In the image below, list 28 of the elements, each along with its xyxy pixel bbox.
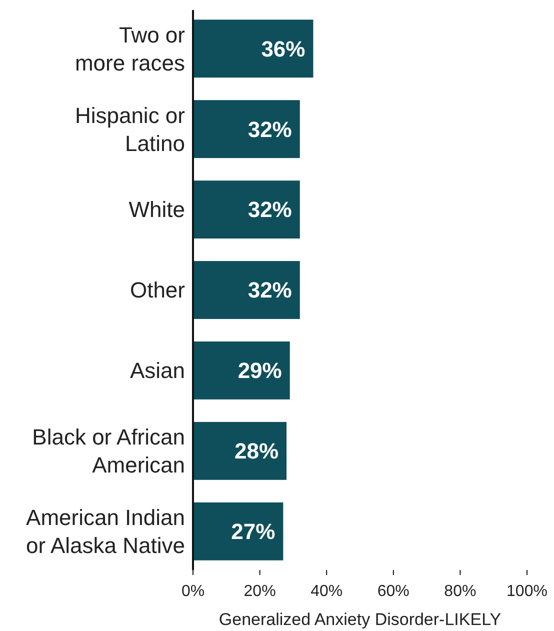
bar xyxy=(193,261,300,319)
x-axis-title: Generalized Anxiety Disorder-LIKELY xyxy=(218,610,502,629)
data-label: 36% xyxy=(261,36,306,62)
x-tick-label: 0% xyxy=(181,583,205,600)
y-tick-label: White xyxy=(128,197,185,222)
data-label: 28% xyxy=(234,438,279,464)
bar xyxy=(193,100,300,158)
y-tick-label: Black or African American xyxy=(32,424,185,478)
data-label: 29% xyxy=(238,358,282,384)
bar xyxy=(193,20,314,78)
bar xyxy=(193,502,284,560)
y-tick-label: Two or more races xyxy=(74,22,185,76)
x-tick-label: 60% xyxy=(377,583,410,600)
y-tick-label: American Indian or Alaska Native xyxy=(26,505,185,558)
data-label: 27% xyxy=(231,519,276,544)
data-label: 32% xyxy=(248,116,292,142)
bar xyxy=(193,341,290,400)
x-tick-label: 80% xyxy=(444,583,476,600)
y-tick-label: Asian xyxy=(130,358,185,384)
y-tick-label: Hispanic or Latino xyxy=(74,102,185,156)
data-label: 32% xyxy=(248,278,292,303)
data-label: 32% xyxy=(248,197,292,222)
bar xyxy=(193,422,287,480)
y-tick-label: Other xyxy=(130,278,185,303)
x-tick-label: 100% xyxy=(506,583,548,600)
bar xyxy=(193,180,300,239)
x-tick-label: 40% xyxy=(310,583,343,600)
x-tick-label: 20% xyxy=(244,583,276,600)
